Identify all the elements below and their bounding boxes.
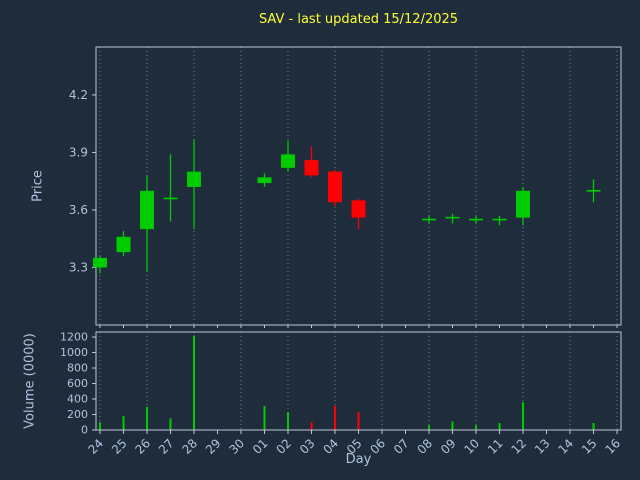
x-tick-label: 06 <box>367 436 388 457</box>
x-tick-label: 08 <box>414 436 435 457</box>
x-tick-label: 05 <box>344 436 365 457</box>
x-tick-label: 11 <box>485 436 506 457</box>
volume-tick-label: 600 <box>67 377 88 390</box>
x-tick-label: 14 <box>555 436 576 457</box>
x-tick-label: 02 <box>273 436 294 457</box>
x-tick-label: 27 <box>156 436 177 457</box>
candle-up <box>281 154 295 168</box>
x-tick-label: 12 <box>508 436 529 457</box>
x-tick-label: 09 <box>438 436 459 457</box>
x-tick-label: 01 <box>250 436 271 457</box>
x-tick-label: 16 <box>602 436 623 457</box>
price-tick-label: 3.6 <box>69 203 88 217</box>
volume-tick-label: 800 <box>67 362 88 375</box>
volume-tick-label: 1200 <box>60 331 88 344</box>
x-tick-label: 28 <box>179 436 200 457</box>
x-tick-label: 03 <box>297 436 318 457</box>
x-tick-label: 29 <box>203 436 224 457</box>
volume-tick-label: 1000 <box>60 346 88 359</box>
x-tick-label: 15 <box>579 436 600 457</box>
candle-up <box>93 257 107 268</box>
volume-tick-label: 200 <box>67 408 88 421</box>
price-tick-label: 3.3 <box>69 260 88 274</box>
candle-up <box>140 190 154 230</box>
volume-tick-label: 400 <box>67 393 88 406</box>
candle-down <box>304 160 319 176</box>
price-tick-label: 3.9 <box>69 145 88 159</box>
x-tick-label: 10 <box>461 436 482 457</box>
x-tick-label: 30 <box>226 436 247 457</box>
day-axis-label: Day <box>345 452 372 467</box>
candle-up <box>187 171 201 187</box>
x-tick-label: 04 <box>320 436 341 457</box>
candle-up <box>257 177 272 184</box>
candle-down <box>351 200 366 218</box>
candle-up <box>516 190 530 218</box>
x-tick-label: 26 <box>132 436 153 457</box>
x-tick-label: 13 <box>532 436 553 457</box>
x-tick-label: 25 <box>109 436 130 457</box>
candle-down <box>328 171 342 203</box>
price-tick-label: 4.2 <box>69 88 88 102</box>
x-tick-label: 07 <box>391 436 412 457</box>
price-plot-border <box>95 46 622 326</box>
x-tick-label: 24 <box>85 436 106 457</box>
candle-up <box>116 236 131 253</box>
chart-title: SAV - last updated 15/12/2025 <box>258 12 459 27</box>
volume-tick-label: 0 <box>81 424 88 437</box>
